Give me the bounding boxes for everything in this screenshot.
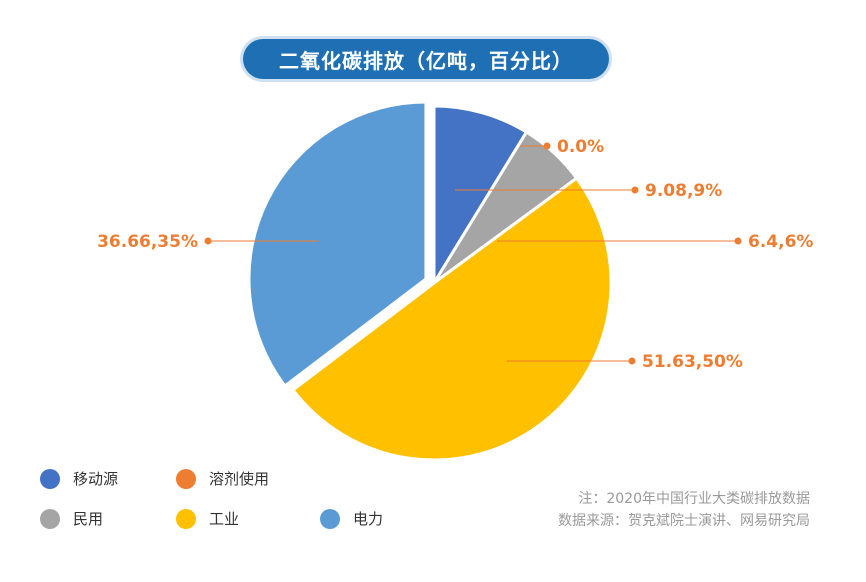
leader-dot-1 [734, 237, 742, 245]
data-label-3: 36.66,35% [97, 232, 198, 252]
legend-item-solvent: 溶剂使用 [176, 468, 269, 489]
legend-item-residential: 民用 [40, 508, 103, 529]
legend-label: 电力 [353, 510, 384, 528]
note-line-2: 数据来源：贺克斌院士演讲、网易研究局 [558, 513, 810, 529]
leader-dot-3 [204, 237, 212, 245]
leader-dot-0 [631, 186, 639, 194]
pie-slice-3 [247, 100, 428, 389]
legend-item-industry: 工业 [176, 508, 239, 529]
legend-label: 工业 [209, 510, 240, 528]
legend: 移动源 溶剂使用 民用 工业 电力 [40, 468, 400, 548]
legend-swatch [176, 468, 196, 489]
pie-slice-0 [432, 104, 529, 289]
note-line-1: 注：2020年中国行业大类碳排放数据 [578, 491, 810, 507]
legend-swatch [40, 468, 60, 489]
legend-swatch [40, 508, 60, 529]
legend-label: 民用 [73, 510, 104, 528]
legend-item-mobile: 移动源 [40, 468, 118, 489]
data-label-0: 9.08,9% [645, 181, 722, 201]
legend-swatch [320, 508, 340, 529]
data-label-2: 51.63,50% [642, 352, 743, 372]
legend-label: 溶剂使用 [209, 470, 270, 488]
leader-dot-4 [543, 142, 551, 150]
source-note: 注：2020年中国行业大类碳排放数据 数据来源：贺克斌院士演讲、网易研究局 [558, 488, 810, 532]
data-label-4: 0.0% [557, 137, 604, 157]
legend-swatch [176, 508, 196, 529]
legend-label: 移动源 [73, 470, 119, 488]
pie-slice-2 [290, 176, 613, 462]
leader-dot-2 [628, 357, 636, 365]
data-label-1: 6.4,6% [748, 232, 813, 252]
legend-item-power: 电力 [320, 508, 383, 529]
chart-title: 二氧化碳排放（亿吨，百分比） [243, 39, 609, 79]
